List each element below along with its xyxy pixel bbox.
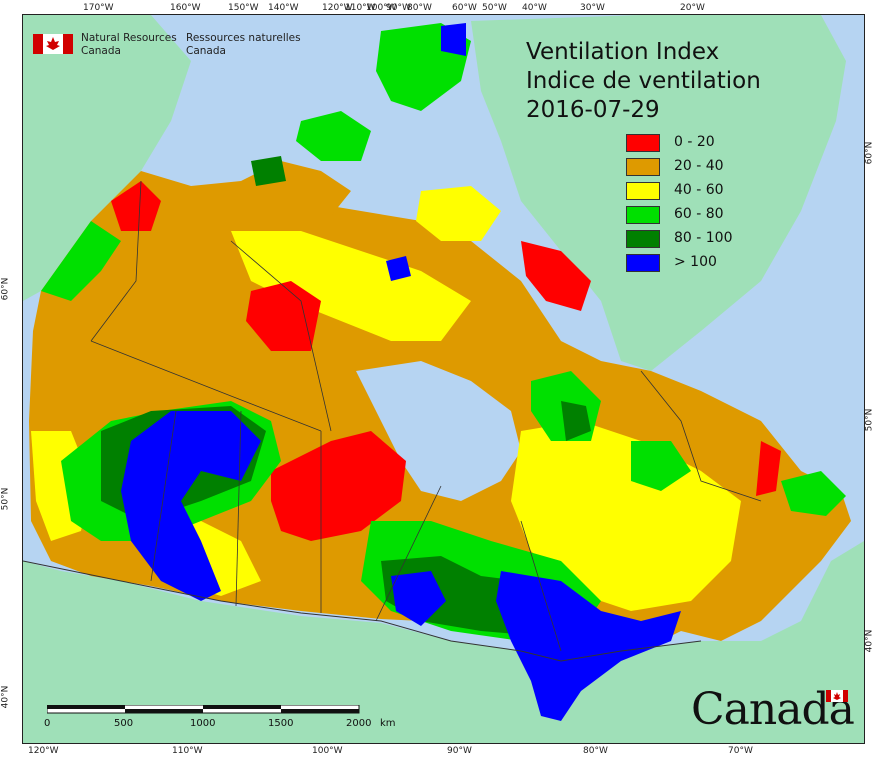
border-ab-sk (235, 410, 242, 607)
tick-top-20w: 20°W (680, 3, 705, 13)
tick-top-40w: 40°W (522, 3, 547, 13)
scale-unit: km (380, 718, 396, 729)
provincial-borders (90, 180, 762, 652)
legend-swatch-red (626, 134, 660, 152)
zone-red-yukon (111, 181, 161, 231)
zone-blue-arctic (441, 23, 466, 56)
agency-fr-line1: Ressources naturelles (186, 32, 301, 44)
us-canada-border (23, 560, 702, 662)
tick-top-170w: 170°W (83, 3, 114, 13)
tick-bottom-70w: 70°W (728, 746, 753, 756)
legend-label-over-100: > 100 (674, 254, 717, 270)
zone-darkgreen-quebec (561, 401, 591, 441)
legend-swatch-yellow (626, 182, 660, 200)
tick-top-110w: 110°W (345, 3, 376, 13)
arctic-island-2 (296, 111, 371, 161)
zone-yellow-north (231, 231, 471, 341)
scale-label-2000: 2000 (346, 718, 372, 729)
zone-blue-ontario-w (391, 571, 446, 626)
zone-blue-island (386, 256, 411, 281)
scale-label-0: 0 (44, 718, 51, 729)
tick-right-40n: 40°N (864, 629, 875, 653)
agency-name-fr: Ressources naturelles Canada (186, 32, 301, 58)
tick-bottom-100w: 100°W (312, 746, 343, 756)
tick-top-80w: 80°W (407, 3, 432, 13)
legend-label-60-80: 60 - 80 (674, 206, 724, 222)
agency-en-line2: Canada (81, 45, 121, 57)
scale-bar-graphic (46, 704, 360, 714)
map-canvas (22, 14, 865, 744)
map-title: Ventilation Index Indice de ventilation … (526, 38, 761, 125)
title-fr: Indice de ventilation (526, 68, 761, 94)
tick-top-60w: 60°W (452, 3, 477, 13)
zone-red-baffin (521, 241, 591, 311)
zone-green-nw (41, 221, 121, 301)
tick-right-60n: 60°N (864, 141, 875, 165)
scale-label-1000: 1000 (190, 718, 216, 729)
agency-en-line1: Natural Resources (81, 32, 177, 44)
border-qc-lab (640, 370, 762, 502)
hudson-bay (356, 361, 521, 501)
zone-blue-ontario (496, 571, 681, 721)
tick-bottom-80w: 80°W (583, 746, 608, 756)
zone-green-maritime (781, 471, 846, 516)
tick-top-100w: 100°W (366, 3, 397, 13)
tick-top-150w: 150°W (228, 3, 259, 13)
zone-red-prairies (271, 431, 406, 541)
agency-name-en: Natural Resources Canada (81, 32, 177, 58)
legend-label-80-100: 80 - 100 (674, 230, 733, 246)
zone-red-labrador (756, 441, 781, 496)
map-svg (23, 15, 864, 743)
zone-red-nwt (246, 281, 321, 351)
legend-swatch-green (626, 206, 660, 224)
tick-top-90w: 90°W (386, 3, 411, 13)
legend-label-20-40: 20 - 40 (674, 158, 724, 174)
border-mb-on (375, 485, 442, 622)
canada-flag-icon (33, 34, 73, 54)
tick-top-50w: 50°W (482, 3, 507, 13)
zone-darkgreen-arctic (251, 156, 286, 186)
tick-left-50n: 50°N (0, 487, 11, 511)
border-yukon-bc (90, 180, 142, 342)
tick-top-120w: 120°W (322, 3, 353, 13)
title-date: 2016-07-29 (526, 97, 660, 123)
tick-bottom-90w: 90°W (447, 746, 472, 756)
tick-bottom-110w: 110°W (172, 746, 203, 756)
zone-blue-prairies (121, 411, 261, 601)
border-nwt-nu (230, 240, 332, 432)
border-bc-ab (150, 410, 177, 582)
agency-fr-line2: Canada (186, 45, 226, 57)
tick-left-40n: 40°N (0, 685, 11, 709)
legend-label-40-60: 40 - 60 (674, 182, 724, 198)
legend-label-0-20: 0 - 20 (674, 134, 715, 150)
scale-bar: 0 500 1000 1500 2000 km (44, 704, 396, 729)
scale-label-1500: 1500 (268, 718, 294, 729)
border-on-qc (520, 520, 562, 652)
tick-bottom-120w: 120°W (28, 746, 59, 756)
tick-top-160w: 160°W (170, 3, 201, 13)
alaska-land (23, 15, 191, 301)
legend-swatch-darkgreen (626, 230, 660, 248)
usa-land (23, 541, 864, 743)
border-prairies-n (90, 340, 322, 432)
tick-top-140w: 140°W (268, 3, 299, 13)
tick-right-50n: 50°N (864, 408, 875, 432)
arctic-island-4 (416, 186, 501, 241)
zone-green-labrador (631, 441, 691, 491)
wordmark-flag-icon (826, 690, 848, 702)
legend-swatch-blue (626, 254, 660, 272)
scale-label-500: 500 (114, 718, 134, 729)
tick-left-60n: 60°N (0, 277, 11, 301)
tick-top-30w: 30°W (580, 3, 605, 13)
title-en: Ventilation Index (526, 39, 720, 65)
legend-swatch-orange (626, 158, 660, 176)
